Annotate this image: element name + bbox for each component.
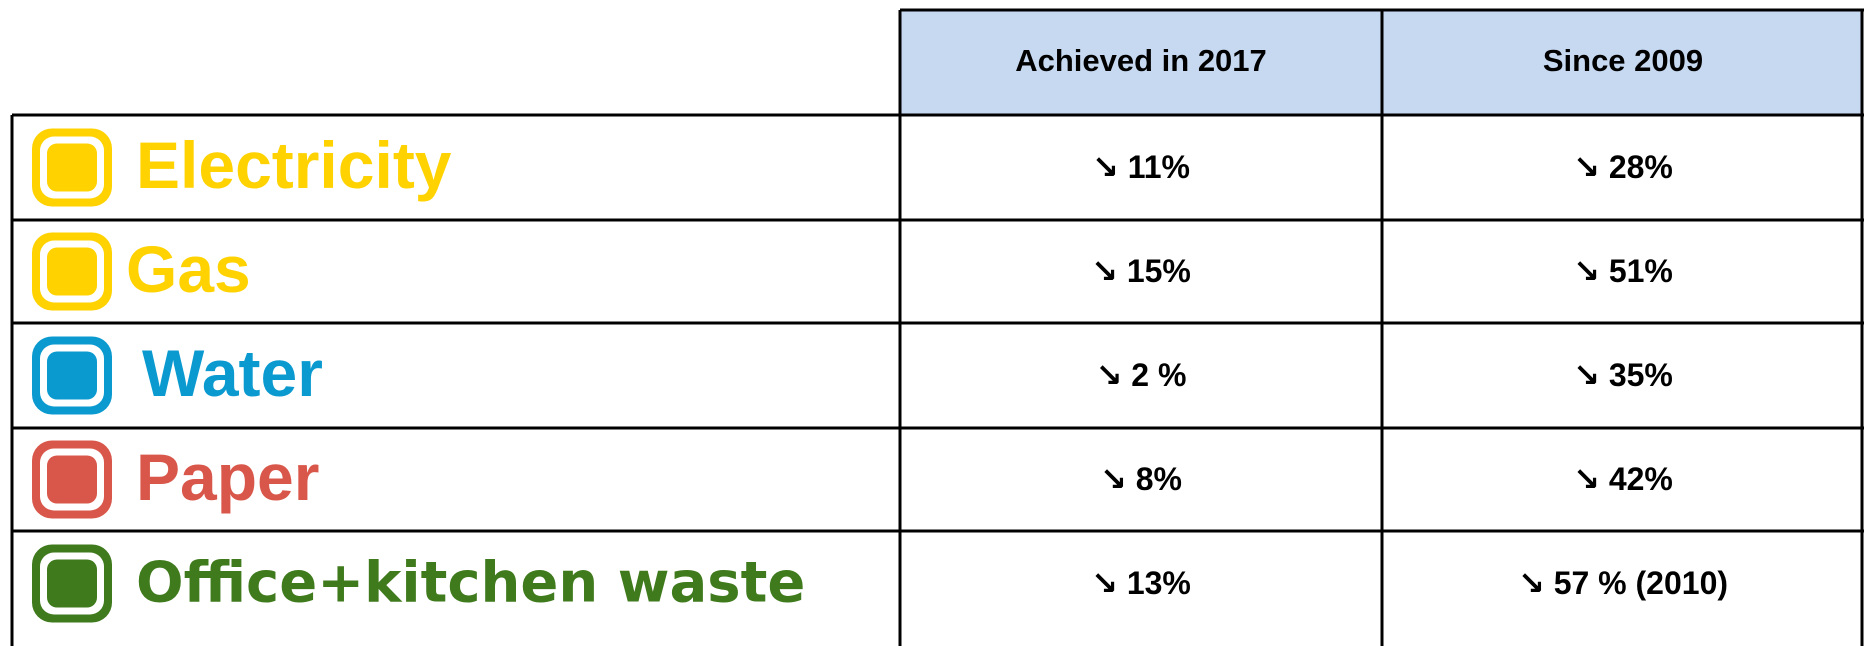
icon-core (47, 455, 97, 504)
row-label: Gas (126, 232, 251, 306)
rows: Electricity ↘ 11% ↘ 28% Gas ↘ 15% ↘ 51% Water ↘… (32, 128, 1728, 623)
row-label: Electricity (136, 128, 452, 202)
cell-value: ↘ 42% (1573, 461, 1673, 497)
grid (10, 8, 1864, 646)
cell-value: ↘ 15% (1091, 253, 1191, 289)
cell-value: ↘ 8% (1100, 461, 1182, 497)
cell-value: ↘ 13% (1091, 565, 1191, 601)
icon-core (47, 143, 97, 192)
header-cell: Since 2009 (1543, 43, 1703, 78)
icon-core (47, 247, 97, 296)
cell-value: ↘ 2 % (1096, 357, 1187, 393)
header-cell: Achieved in 2017 (1015, 43, 1267, 78)
cell-value: ↘ 28% (1573, 149, 1673, 185)
icon-core (47, 559, 97, 608)
row-label: Office+kitchen waste (136, 551, 805, 616)
cell-value: ↘ 51% (1573, 253, 1673, 289)
row-label: Paper (136, 440, 319, 514)
icon-core (47, 351, 97, 400)
cell-value: ↘ 57 % (2010) (1518, 565, 1728, 601)
cell-value: ↘ 35% (1573, 357, 1673, 393)
row-label: Water (142, 336, 323, 410)
cell-value: ↘ 11% (1092, 149, 1190, 185)
